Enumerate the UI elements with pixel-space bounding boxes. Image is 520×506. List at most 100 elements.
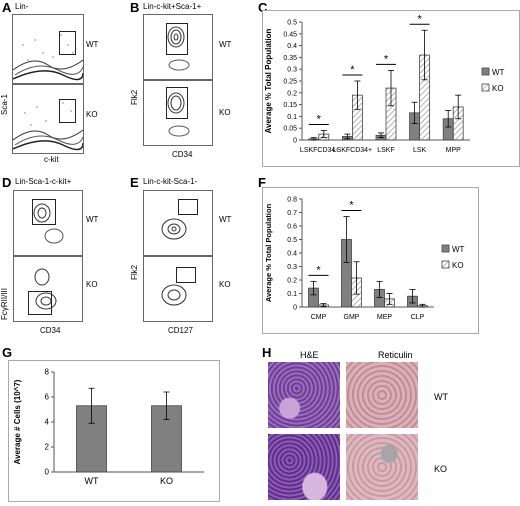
y-tick-label-g: 4 [45,418,50,427]
chart-c: 0 0.05 0.1 0.15 0.2 0.25 0.3 0.35 0.4 0.45 0.5 Aver… [264,13,505,154]
x-tick-label-g: WT [85,476,99,486]
panel-d-title: Lin-Sca-1-c-kit+ [15,177,72,186]
panel-letter-g: G [2,345,13,360]
flow-plot-a-wt [12,14,84,84]
x-tick-label-f: MEP [377,314,393,321]
panel-e-wt-label: WT [219,215,232,224]
gate-a-wt [59,31,76,55]
x-tick-label-c: LSK [413,147,427,154]
histology-col-he: H&E [300,350,319,360]
panel-letter-f: F [258,175,266,190]
significance-star-c: * [317,114,322,126]
flow-contour-e-ko [161,284,187,306]
gate-d-ko [28,291,52,315]
legend-swatch-f [441,244,450,253]
y-tick-label-c: 0.35 [283,55,297,62]
y-tick-label-f: 0.4 [287,251,297,258]
x-tick-label-f: CMP [311,314,327,321]
significance-star-f: * [316,264,321,276]
x-tick-label-c: LSKF [377,147,395,154]
panel-e-xlabel: CD127 [168,326,193,335]
histology-he-wt [268,362,340,428]
x-tick-label-c: LSKFCD34- [300,147,338,154]
chart-g: 0 2 4 6 8 Average # Cells (10^7) WT KO [13,368,204,486]
y-tick-label-c: 0.3 [287,67,297,74]
panel-b-xlabel: CD34 [172,150,193,159]
panel-letter-a: A [2,0,12,15]
flow-plot-e-ko [143,256,213,322]
y-tick-label-f: 0.3 [287,264,297,271]
y-axis-label-c: Average % Total Population [264,28,273,133]
y-tick-label-g: 0 [45,468,50,477]
y-tick-label-f: 0.7 [287,210,297,217]
flow-plot-b-ko [143,80,213,146]
flow-plot-a-ko [12,84,84,154]
chart-f: 0 0.1 0.2 0.3 0.4 0.5 0.6 0.7 0.8 Average % Total… [264,197,465,322]
gate-b-ko [166,87,188,119]
y-tick-label-c: 0.5 [287,20,297,27]
flow-contour-e-wt [161,218,187,240]
x-tick-label-c: LSKFCD34+ [333,147,373,154]
panel-b-title: Lin-c-kit+Sca-1+ [143,2,202,11]
y-tick-label-f: 0.1 [287,291,297,298]
flow-plot-e-wt [143,190,213,256]
legend-swatch-f [441,260,450,269]
histology-ko-label: KO [434,464,448,474]
histology-he-ko [268,434,340,500]
y-tick-label-c: 0.2 [287,90,297,97]
flow-contour-d-wt [33,203,64,244]
panel-letter-e: E [130,175,139,190]
panel-e-ylabel: Flk2 [130,264,139,280]
panel-d-wt-label: WT [86,215,99,224]
legend-label-c: WT [492,68,505,77]
y-tick-label-f: 0 [293,305,297,312]
y-tick-label-g: 2 [45,443,50,452]
panel-e-title: Lin-c-kit-Sca-1- [143,177,198,186]
panel-b-ylabel: Flk2 [130,89,139,105]
flow-density-a-wt [12,34,84,81]
y-axis-label-f: Average % Total Population [264,203,273,302]
legend-swatch-c [481,67,490,76]
panel-letter-d: D [2,175,12,190]
flow-density-a-ko [12,102,84,151]
flow-plot-d-ko [13,256,83,322]
flow-contour-b-wt [167,26,190,71]
legend-label-f: WT [452,245,465,254]
panel-a-ko-label: KO [86,110,98,119]
panel-a-wt-label: WT [86,40,99,49]
legend-swatch-c [481,83,490,92]
x-tick-label-c: MPP [446,147,462,154]
panel-d-ko-label: KO [86,280,98,289]
histology-reticulin-wt [346,362,418,428]
y-tick-label-c: 0.15 [283,102,297,109]
panel-d-ylabel: FcγRII/III [0,288,9,320]
panel-letter-b: B [130,0,140,15]
panel-b-wt-label: WT [219,40,232,49]
x-tick-label-f: CLP [411,314,425,321]
y-tick-label-c: 0.4 [287,43,297,50]
histology-wt-label: WT [434,392,448,402]
y-tick-label-c: 0.1 [287,114,297,121]
flow-plot-b-wt [143,14,213,80]
y-tick-label-c: 0.45 [283,31,297,38]
y-tick-label-f: 0.2 [287,278,297,285]
gate-a-ko [59,99,76,123]
flow-contour-b-ko [167,92,190,137]
y-tick-label-f: 0.5 [287,237,297,244]
y-axis-label-g: Average # Cells (10^7) [13,379,22,464]
x-tick-label-f: GMP [344,314,360,321]
y-tick-label-f: 0.8 [287,197,297,204]
panel-letter-c: C [258,0,268,15]
y-tick-label-c: 0.05 [283,126,297,133]
histology-reticulin-ko [346,434,418,500]
panel-e-ko-label: KO [219,280,231,289]
flow-plot-d-wt [13,190,83,256]
panel-letter-h: H [262,345,272,360]
histology-col-reticulin: Reticulin [378,350,413,360]
gate-b-wt [166,23,188,55]
legend-label-f: KO [452,261,464,270]
chart-f-frame [262,187,479,334]
significance-star-c: * [350,64,355,76]
gate-d-wt [32,199,56,225]
panel-a-ylabel: Sca-1 [0,94,9,115]
